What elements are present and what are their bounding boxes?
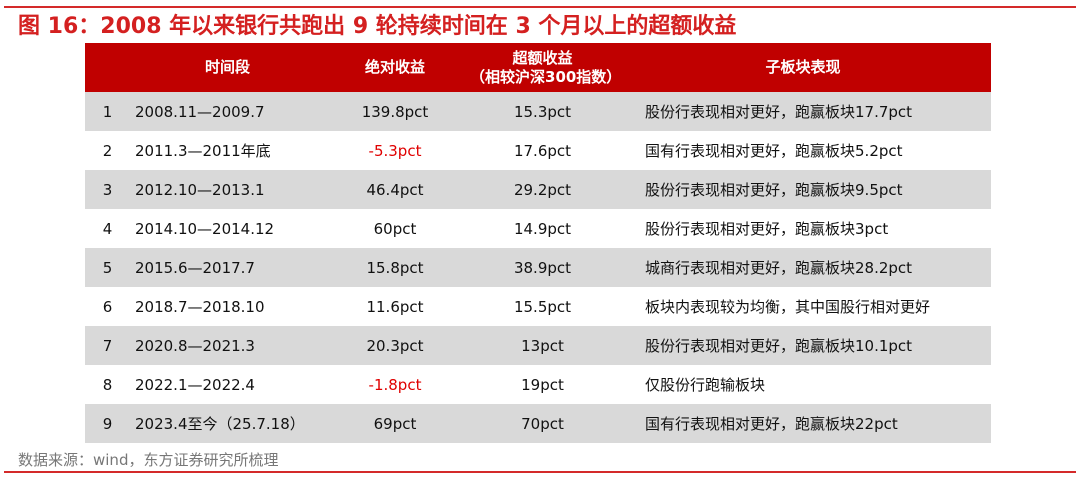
cell-excess: 29.2pct — [470, 170, 615, 209]
cell-num: 3 — [85, 170, 130, 209]
cell-excess: 13pct — [470, 326, 615, 365]
cell-sub: 国有行表现相对更好，跑赢板块22pct — [615, 404, 991, 443]
cell-absolute: 139.8pct — [320, 92, 470, 131]
table-row: 6 2018.7—2018.10 11.6pct 15.5pct 板块内表现较为均衡，其… — [85, 287, 991, 326]
cell-absolute: 15.8pct — [320, 248, 470, 287]
header-excess: 超额收益 （相较沪深300指数） — [470, 43, 622, 92]
cell-period: 2022.1—2022.4 — [135, 375, 255, 394]
cell-num: 9 — [85, 404, 130, 443]
table-row: 1 2008.11—2009.7 139.8pct 15.3pct 股份行表现相对更好，… — [85, 92, 991, 131]
table-row: 2 2011.3—2011年底 -5.3pct 17.6pct 国有行表现相对更好，跑赢… — [85, 131, 991, 170]
cell-sub: 仅股份行跑输板块 — [645, 376, 766, 394]
table-header: 时间段 绝对收益 超额收益 （相较沪深300指数） 子板块表现 — [85, 43, 991, 92]
table-row: 9 2023.4至今（25.7.18） 69pct 70pct 国有行表现相对更好，跑赢… — [85, 404, 991, 443]
header-absolute: 绝对收益 — [320, 43, 470, 92]
cell-num: 1 — [85, 92, 130, 131]
source-note: 数据来源：wind，东方证券研究所梳理 — [18, 451, 279, 469]
cell-excess: 17.6pct — [513, 141, 572, 160]
header-sub: 子板块表现 — [615, 43, 991, 92]
cell-num: 8 — [102, 375, 113, 394]
cell-sub: 国有行表现相对更好，跑赢板块5.2pct — [645, 142, 903, 160]
cell-excess: 15.3pct — [470, 92, 615, 131]
header-period: 时间段 — [130, 43, 320, 92]
cell-sub: 股份行表现相对更好，跑赢板块10.1pct — [615, 326, 991, 365]
cell-sub: 股份行表现相对更好，跑赢板块3pct — [645, 220, 889, 238]
cell-sub: 股份行表现相对更好，跑赢板块17.7pct — [615, 92, 991, 131]
table-row: 5 2015.6—2017.7 15.8pct 38.9pct 城商行表现相对更好，跑赢… — [85, 248, 991, 287]
cell-absolute: 11.6pct — [366, 297, 424, 316]
cell-excess: 15.5pct — [513, 297, 572, 316]
cell-num: 5 — [85, 248, 130, 287]
cell-absolute: -5.3pct — [368, 141, 422, 160]
top-divider — [4, 6, 1076, 8]
cell-excess: 38.9pct — [470, 248, 615, 287]
table-row: 7 2020.8—2021.3 20.3pct 13pct 股份行表现相对更好，跑赢板块… — [85, 326, 991, 365]
cell-absolute: -1.8pct — [368, 375, 422, 394]
cell-sub: 城商行表现相对更好，跑赢板块28.2pct — [615, 248, 991, 287]
cell-period: 2011.3—2011年底 — [135, 142, 271, 160]
cell-period: 2014.10—2014.12 — [135, 219, 275, 238]
header-excess-line1: 超额收益 — [512, 48, 573, 67]
table-row: 4 2014.10—2014.12 60pct 14.9pct 股份行表现相对更好，跑赢… — [85, 209, 991, 248]
cell-absolute: 60pct — [373, 219, 417, 238]
table-row: 8 2022.1—2022.4 -1.8pct 19pct 仅股份行跑输板块 — [85, 365, 991, 404]
table-row: 3 2012.10—2013.1 46.4pct 29.2pct 股份行表现相对更好，跑… — [85, 170, 991, 209]
cell-period: 2008.11—2009.7 — [130, 92, 320, 131]
cell-num: 7 — [85, 326, 130, 365]
cell-sub: 股份行表现相对更好，跑赢板块9.5pct — [615, 170, 991, 209]
cell-period: 2018.7—2018.10 — [135, 297, 265, 316]
cell-excess: 70pct — [470, 404, 615, 443]
figure-title: 图 16：2008 年以来银行共跑出 9 轮持续时间在 3 个月以上的超额收益 — [18, 14, 737, 39]
excess-return-table: 时间段 绝对收益 超额收益 （相较沪深300指数） 子板块表现 1 2008.11—… — [85, 43, 991, 443]
cell-absolute: 69pct — [320, 404, 470, 443]
cell-period: 2023.4至今（25.7.18） — [130, 404, 320, 443]
cell-num: 2 — [102, 141, 113, 160]
cell-period: 2020.8—2021.3 — [130, 326, 320, 365]
bottom-divider — [4, 471, 1076, 473]
cell-sub: 板块内表现较为均衡，其中国股行相对更好 — [645, 298, 931, 316]
cell-period: 2012.10—2013.1 — [130, 170, 320, 209]
cell-absolute: 20.3pct — [320, 326, 470, 365]
cell-excess: 19pct — [521, 375, 564, 394]
cell-excess: 14.9pct — [513, 219, 572, 238]
header-excess-line2: （相较沪深300指数） — [470, 67, 622, 86]
cell-period: 2015.6—2017.7 — [130, 248, 320, 287]
cell-num: 4 — [102, 219, 113, 238]
header-num — [85, 43, 130, 92]
cell-num: 6 — [102, 297, 113, 316]
cell-absolute: 46.4pct — [320, 170, 470, 209]
